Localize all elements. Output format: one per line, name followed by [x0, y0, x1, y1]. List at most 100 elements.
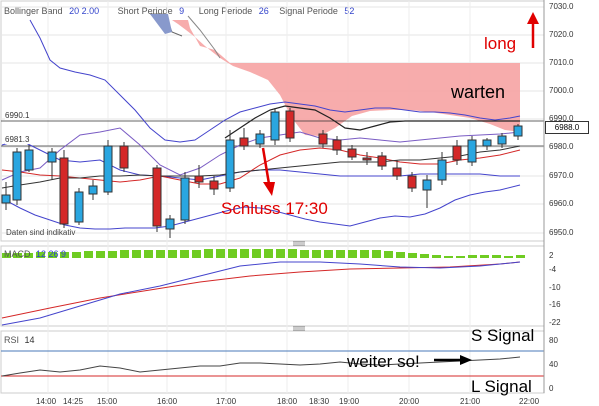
price-tick: 6990.0: [549, 114, 574, 123]
candle: [1, 182, 11, 210]
price-tick: 7010.0: [549, 58, 574, 67]
time-tick: 14:00: [36, 397, 57, 406]
macd-tick: -22: [549, 318, 561, 327]
panel-resize-handle[interactable]: [293, 241, 305, 246]
candle: [332, 136, 342, 155]
bollinger-lower: [4, 184, 521, 230]
short-label: Short Periode: [117, 6, 173, 16]
macd-name: MACD: [4, 249, 31, 259]
candle: [270, 108, 280, 145]
time-tick: 20:00: [399, 397, 420, 406]
macd-tick: -16: [549, 300, 561, 309]
level-label-lower: 6981.3: [5, 135, 30, 144]
indicator-header: Bollinger Band 20 2.00 Short Periode 9 L…: [4, 6, 358, 16]
rsi-value: 14: [24, 335, 35, 345]
price-tick: 6970.0: [549, 171, 574, 180]
candle: [239, 128, 249, 150]
macd-tick: -4: [549, 265, 557, 274]
macd-tick: -10: [549, 283, 561, 292]
long-arrow-head-icon: [527, 12, 539, 24]
candle: [407, 172, 417, 192]
price-tick: 6950.0: [549, 228, 574, 237]
rsi-label: RSI 14: [4, 335, 35, 345]
average-red: [1, 147, 521, 185]
annotation-schluss: Schluss 17:30: [221, 199, 328, 218]
cloud-blue-patch: [150, 14, 172, 34]
macd-values: 12 26 9: [36, 249, 67, 259]
candle: [422, 175, 432, 208]
candle: [59, 150, 69, 228]
candle: [119, 142, 129, 172]
candle: [88, 180, 98, 200]
time-tick: 21:00: [460, 397, 481, 406]
indicative-data-note: Daten sind indikativ: [6, 228, 76, 237]
signal-value: 52: [344, 6, 355, 16]
bollinger-upper: [29, 19, 521, 143]
long-label: Long Periode: [198, 6, 253, 16]
candle: [347, 145, 357, 160]
macd-signal-line: [1, 261, 521, 319]
candlesticks: [1, 108, 523, 238]
candle: [165, 215, 175, 238]
annotation-s-signal: S Signal: [471, 326, 535, 345]
time-tick: 16:00: [157, 397, 178, 406]
candle: [225, 130, 235, 192]
time-tick: 14:25: [63, 397, 84, 406]
schluss-arrow-icon: [261, 147, 271, 185]
price-tick: 6980.0: [549, 142, 574, 151]
bb-values: 20 2.00: [69, 6, 100, 16]
time-tick: 15:00: [97, 397, 118, 406]
candle: [24, 145, 34, 172]
rsi-line: [1, 356, 521, 377]
time-tick: 22:00: [519, 397, 540, 406]
candle: [74, 188, 84, 225]
candle: [194, 165, 204, 188]
macd-tick: 2: [549, 251, 554, 260]
price-tick: 7020.0: [549, 30, 574, 39]
long-value: 26: [258, 6, 269, 16]
candle: [180, 172, 190, 224]
candle: [209, 176, 219, 195]
time-tick: 18:00: [277, 397, 298, 406]
candle: [437, 152, 447, 185]
price-tick: 6960.0: [549, 199, 574, 208]
time-tick: 18:30: [309, 397, 330, 406]
weiter-arrow-head-icon: [460, 355, 472, 365]
macd-label: MACD 12 26 9: [4, 249, 66, 259]
signal-label: Signal Periode: [279, 6, 338, 16]
candle: [452, 140, 462, 165]
candle: [152, 165, 162, 232]
candle: [497, 133, 507, 148]
time-tick: 19:00: [339, 397, 360, 406]
time-tick: 17:00: [216, 397, 237, 406]
cloud-line-a: [187, 15, 221, 59]
level-label-upper: 6990.1: [5, 111, 30, 120]
macd-line: [1, 261, 521, 326]
panel-resize-handle[interactable]: [293, 326, 305, 331]
rsi-tick: 40: [549, 360, 558, 369]
current-price-tag: 6988.0: [545, 121, 589, 134]
candle: [12, 148, 22, 205]
candle: [513, 124, 523, 140]
annotation-long: long: [484, 34, 517, 53]
cloud-area: [172, 20, 520, 136]
price-tick: 7030.0: [549, 2, 574, 11]
candle: [482, 138, 492, 150]
rsi-tick: 80: [549, 336, 558, 345]
annotation-weiter: weiter so!: [347, 352, 420, 371]
schluss-arrow-head-icon: [263, 182, 275, 196]
candle: [47, 148, 57, 180]
candle: [362, 152, 372, 165]
average-black: [1, 145, 521, 189]
rsi-name: RSI: [4, 335, 20, 345]
price-tick: 7000.0: [549, 86, 574, 95]
candle: [467, 136, 477, 166]
annotation-warten: warten: [451, 82, 506, 102]
macd-histogram: [2, 249, 525, 258]
cloud-top-black: [224, 105, 520, 139]
candle: [103, 140, 113, 195]
candle: [285, 108, 295, 142]
short-value: 9: [179, 6, 185, 16]
candle: [255, 130, 265, 148]
